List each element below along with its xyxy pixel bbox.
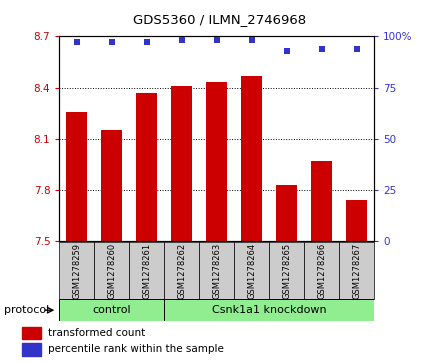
Bar [66, 111, 88, 241]
Bar [94, 242, 129, 299]
Point [248, 37, 255, 43]
Point [213, 37, 220, 43]
Bar [59, 299, 164, 321]
Bar [339, 242, 374, 299]
Bar [276, 185, 297, 241]
Bar [269, 242, 304, 299]
Bar [22, 327, 41, 339]
Text: GSM1278267: GSM1278267 [352, 243, 361, 299]
Text: GSM1278264: GSM1278264 [247, 243, 256, 299]
Point [353, 46, 360, 52]
Text: percentile rank within the sample: percentile rank within the sample [48, 344, 224, 354]
Bar [164, 299, 374, 321]
Text: GSM1278260: GSM1278260 [107, 243, 116, 299]
Bar [101, 130, 122, 241]
Bar [136, 93, 157, 241]
Text: GSM1278265: GSM1278265 [282, 243, 291, 299]
Text: transformed count: transformed count [48, 328, 145, 338]
Bar [304, 242, 339, 299]
Text: protocol: protocol [4, 305, 50, 315]
Bar [22, 343, 41, 356]
Point [108, 40, 115, 45]
Bar [164, 242, 199, 299]
Point [318, 46, 325, 52]
Text: Csnk1a1 knockdown: Csnk1a1 knockdown [212, 305, 326, 315]
Text: GSM1278266: GSM1278266 [317, 243, 326, 299]
Text: control: control [92, 305, 131, 315]
Point [178, 37, 185, 43]
Point [73, 40, 81, 45]
Bar [199, 242, 234, 299]
Text: GDS5360 / ILMN_2746968: GDS5360 / ILMN_2746968 [133, 13, 307, 26]
Bar [171, 86, 192, 241]
Text: GSM1278263: GSM1278263 [212, 243, 221, 299]
Bar [129, 242, 164, 299]
Point [283, 48, 290, 54]
Text: GSM1278261: GSM1278261 [142, 243, 151, 299]
Bar [59, 242, 94, 299]
Text: GSM1278259: GSM1278259 [72, 243, 81, 299]
Bar [234, 242, 269, 299]
Text: GSM1278262: GSM1278262 [177, 243, 186, 299]
Bar [311, 161, 332, 241]
Bar [206, 82, 227, 241]
Point [143, 40, 150, 45]
Bar [346, 200, 367, 241]
Bar [241, 76, 262, 241]
